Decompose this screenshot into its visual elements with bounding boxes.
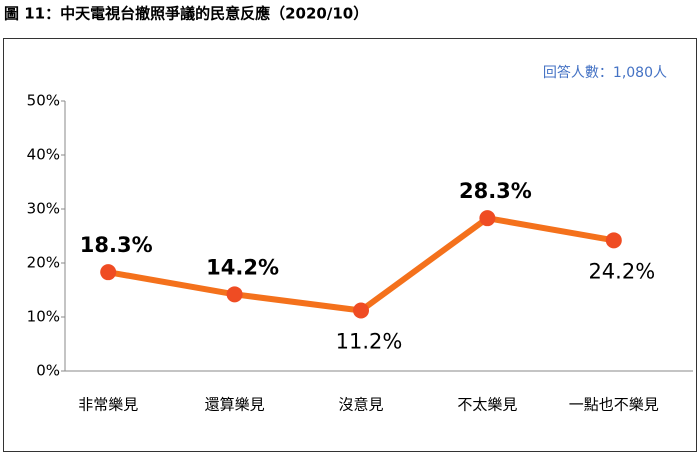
annotation: 回答人數：1,080人 [543,64,667,81]
chart-frame [3,38,697,452]
data-label: 14.2% [206,255,279,279]
data-label: 18.3% [80,233,153,257]
marker [605,232,622,249]
x-tick-label: 非常樂見 [78,396,138,414]
y-tick-label: 40% [27,146,60,164]
chart-title: 圖 11：中天電視台撤照爭議的民意反應（2020/10） [4,5,368,23]
marker [353,302,369,319]
y-tick-label: 20% [27,254,60,272]
marker [100,264,117,281]
marker [479,210,496,227]
y-tick-label: 10% [27,308,60,326]
data-label: 28.3% [459,179,532,203]
marker [226,286,243,303]
x-tick-label: 還算樂見 [205,396,265,414]
x-tick-label: 不太樂見 [457,396,517,414]
data-label: 11.2% [336,330,403,354]
data-label: 24.2% [588,259,655,283]
y-tick-label: 50% [27,92,60,110]
x-tick-label: 沒意見 [338,396,383,414]
y-tick-label: 30% [27,200,60,218]
y-tick-label: 0% [36,362,60,380]
x-tick-label: 一點也不樂見 [569,396,659,414]
line [107,215,615,314]
